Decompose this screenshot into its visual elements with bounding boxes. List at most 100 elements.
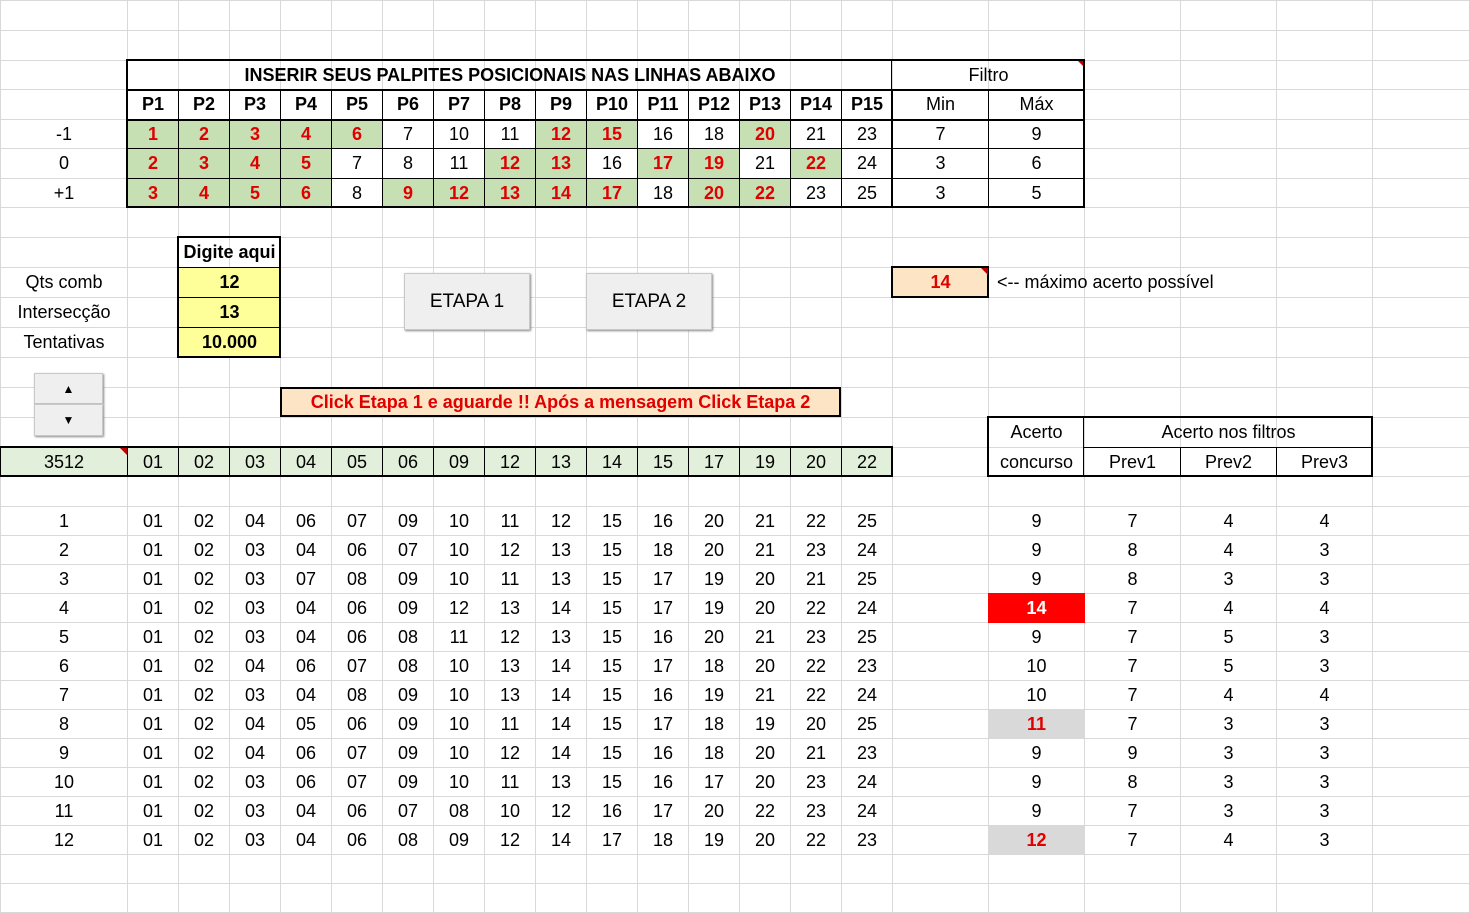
palpite-cell[interactable]: 3 — [178, 148, 230, 179]
palpite-cell[interactable]: 6 — [331, 119, 383, 149]
palpite-cell[interactable]: 4 — [280, 119, 332, 149]
palpite-cell[interactable]: 17 — [637, 148, 689, 179]
palpite-cell[interactable]: 8 — [402, 153, 413, 173]
acerto-concurso-value: 14 — [988, 593, 1085, 623]
combination-number: 03 — [244, 771, 266, 792]
palpite-cell[interactable]: 10 — [448, 123, 470, 144]
palpite-cell[interactable]: 12 — [484, 148, 536, 179]
palpite-cell[interactable]: 3 — [127, 178, 179, 208]
concurso-ball[interactable]: 05 — [331, 447, 383, 477]
palpite-cell[interactable]: 4 — [229, 148, 281, 179]
palpite-cell[interactable]: 23 — [856, 123, 878, 144]
palpite-cell[interactable]: 18 — [652, 182, 674, 203]
palpite-cell[interactable]: 5 — [280, 148, 332, 179]
concurso-ball[interactable]: 04 — [280, 447, 332, 477]
palpite-cell[interactable]: 25 — [856, 182, 878, 203]
combination-number: 15 — [601, 597, 623, 618]
palpite-cell[interactable]: 6 — [280, 178, 332, 208]
concurso-ball[interactable]: 15 — [637, 447, 689, 477]
palpite-cell[interactable]: 2 — [127, 148, 179, 179]
concurso-ball[interactable]: 12 — [484, 447, 536, 477]
palpite-cell[interactable]: 22 — [790, 148, 842, 179]
spin-down-button[interactable]: ▼ — [34, 404, 103, 436]
combination-number: 02 — [193, 597, 215, 618]
cell-border — [535, 447, 536, 476]
concurso-ball[interactable]: 13 — [535, 447, 587, 477]
palpite-cell[interactable]: 16 — [652, 123, 674, 144]
concurso-ball[interactable]: 22 — [841, 447, 893, 477]
palpite-cell[interactable]: 15 — [586, 119, 638, 149]
palpite-cell[interactable]: 13 — [535, 148, 587, 179]
palpite-cell[interactable]: 21 — [754, 153, 776, 173]
filtro-min-cell[interactable]: 7 — [935, 123, 946, 144]
palpite-cell[interactable]: 22 — [739, 178, 791, 208]
input-field[interactable]: 12 — [178, 267, 281, 298]
palpite-cell[interactable]: 11 — [449, 153, 469, 173]
cell-border — [637, 447, 638, 476]
prev-value: 7 — [1127, 829, 1138, 850]
concurso-ball[interactable]: 02 — [178, 447, 230, 477]
concurso-ball[interactable]: 19 — [739, 447, 791, 477]
palpite-cell[interactable]: 16 — [601, 153, 623, 173]
combination-number: 01 — [142, 771, 164, 792]
concurso-ball[interactable]: 09 — [433, 447, 485, 477]
input-field[interactable]: 13 — [178, 297, 281, 328]
palpite-cell[interactable]: 24 — [856, 153, 878, 173]
input-label: Qts comb — [25, 272, 103, 292]
concurso-ball[interactable]: 14 — [586, 447, 638, 477]
concurso-ball[interactable]: 01 — [127, 447, 179, 477]
palpite-cell[interactable]: 12 — [535, 119, 587, 149]
palpite-cell[interactable]: 20 — [688, 178, 740, 208]
filtro-min-cell[interactable]: 3 — [935, 153, 946, 173]
prev-value: 4 — [1223, 684, 1234, 705]
palpite-cell[interactable]: 21 — [805, 123, 827, 144]
concurso-number[interactable]: 3512 — [0, 447, 128, 477]
filtro-max-cell[interactable]: 5 — [1031, 182, 1042, 203]
palpite-cell[interactable]: 7 — [351, 153, 362, 173]
concurso-ball[interactable]: 03 — [229, 447, 281, 477]
concurso-ball[interactable]: 20 — [790, 447, 842, 477]
combination-number: 07 — [397, 800, 419, 821]
palpite-cell[interactable]: 13 — [484, 178, 536, 208]
palpite-cell[interactable]: 5 — [229, 178, 281, 208]
etapa-1-button[interactable]: ETAPA 1 — [404, 273, 530, 330]
palpite-cell[interactable]: 9 — [382, 178, 434, 208]
combination-number: 02 — [193, 510, 215, 531]
combination-number: 12 — [499, 829, 521, 850]
palpite-cell[interactable]: 2 — [178, 119, 230, 149]
etapa-2-button[interactable]: ETAPA 2 — [586, 273, 712, 330]
palpite-cell[interactable]: 8 — [351, 182, 362, 203]
combination-number: 10 — [448, 771, 470, 792]
spin-up-button[interactable]: ▲ — [34, 373, 103, 404]
combination-number: 23 — [805, 539, 827, 560]
column-header-p13: P13 — [748, 94, 782, 114]
combination-number: 02 — [193, 568, 215, 589]
palpite-cell[interactable]: 20 — [739, 119, 791, 149]
combination-number: 16 — [652, 684, 674, 705]
palpite-cell[interactable]: 4 — [178, 178, 230, 208]
combination-number: 21 — [754, 510, 776, 531]
palpite-cell[interactable]: 11 — [500, 123, 520, 144]
combination-number: 01 — [142, 800, 164, 821]
palpite-cell[interactable]: 18 — [703, 123, 725, 144]
filtro-max-cell[interactable]: 9 — [1031, 123, 1042, 144]
combination-number: 04 — [244, 510, 266, 531]
input-field[interactable]: 10.000 — [178, 327, 281, 358]
filtro-max-cell[interactable]: 6 — [1031, 153, 1042, 173]
palpite-cell[interactable]: 7 — [402, 123, 413, 144]
input-label: Intersecção — [17, 302, 111, 322]
palpite-cell[interactable]: 23 — [805, 182, 827, 203]
prev-value: 3 — [1319, 771, 1330, 792]
palpite-cell[interactable]: 19 — [688, 148, 740, 179]
palpite-cell[interactable]: 3 — [229, 119, 281, 149]
combination-number: 02 — [193, 684, 215, 705]
concurso-ball[interactable]: 06 — [382, 447, 434, 477]
combination-number: 04 — [244, 742, 266, 763]
palpite-cell[interactable]: 17 — [586, 178, 638, 208]
palpite-cell[interactable]: 14 — [535, 178, 587, 208]
palpite-cell[interactable]: 12 — [433, 178, 485, 208]
palpite-cell[interactable]: 1 — [127, 119, 179, 149]
concurso-ball[interactable]: 17 — [688, 447, 740, 477]
combination-number: 10 — [448, 568, 470, 589]
filtro-min-cell[interactable]: 3 — [935, 182, 946, 203]
